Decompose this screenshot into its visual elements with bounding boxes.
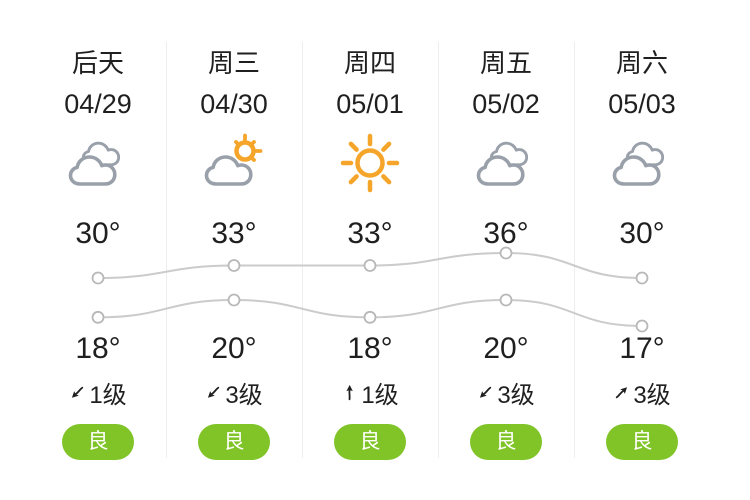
column-divider bbox=[302, 42, 303, 458]
wind-direction-arrow-icon bbox=[480, 386, 492, 398]
wind-direction-arrow-icon bbox=[72, 386, 84, 398]
wind-info: 3级 bbox=[205, 375, 263, 410]
wind-direction-arrow-icon bbox=[346, 384, 354, 400]
high-temp-label: 30° bbox=[619, 217, 665, 250]
column-divider bbox=[574, 42, 575, 458]
tab-day-1[interactable]: 周三 bbox=[207, 47, 260, 78]
trend-line-high bbox=[97, 251, 643, 279]
high-temp-label: 36° bbox=[483, 217, 529, 250]
column-divider bbox=[438, 42, 439, 458]
chart-marker bbox=[363, 259, 377, 272]
wind-level-label: 3级 bbox=[497, 381, 535, 409]
low-temp-label: 18° bbox=[75, 332, 121, 365]
wind-level-label: 3级 bbox=[225, 381, 263, 409]
aqi-badge[interactable]: 良 bbox=[606, 424, 678, 460]
cloudy-icon bbox=[66, 131, 130, 195]
wind-info: 3级 bbox=[613, 375, 671, 410]
wind-row: 1级 3级 1级 3级 3级 bbox=[30, 375, 710, 410]
chart-marker bbox=[227, 259, 241, 272]
low-temp-label: 17° bbox=[619, 332, 665, 365]
tab-day-3[interactable]: 周五 bbox=[479, 47, 532, 78]
partly-cloudy-icon bbox=[202, 131, 266, 195]
sunny-icon bbox=[338, 131, 402, 195]
tab-day-4[interactable]: 周六 bbox=[615, 47, 668, 78]
date-label: 05/02 bbox=[472, 88, 540, 119]
chart-marker bbox=[635, 319, 649, 333]
high-temp-label: 33° bbox=[347, 217, 393, 250]
cloudy-icon bbox=[610, 131, 674, 195]
wind-info: 1级 bbox=[69, 375, 127, 410]
aqi-badge[interactable]: 良 bbox=[334, 424, 406, 460]
high-temp-label: 30° bbox=[75, 217, 121, 250]
chart-marker bbox=[91, 271, 105, 285]
aqi-badge[interactable]: 良 bbox=[470, 424, 542, 460]
aqi-row: 良 良 良 良 良 bbox=[30, 424, 710, 460]
low-temp-label: 20° bbox=[483, 332, 529, 365]
day-row: 后天 周三 周四 周五 周六 bbox=[30, 44, 710, 78]
high-temp-row: 30° 33° 33° 36° 30° bbox=[30, 217, 710, 251]
chart-marker bbox=[227, 293, 241, 307]
tab-day-2[interactable]: 周四 bbox=[343, 47, 396, 78]
column-divider bbox=[166, 42, 167, 458]
high-temp-label: 33° bbox=[211, 217, 257, 250]
wind-direction-arrow-icon bbox=[616, 386, 628, 398]
wind-level-label: 3级 bbox=[633, 381, 671, 409]
low-temp-row: 18° 20° 18° 20° 17° bbox=[30, 332, 710, 366]
low-temp-label: 20° bbox=[211, 332, 257, 365]
aqi-badge[interactable]: 良 bbox=[62, 424, 134, 460]
date-label: 04/30 bbox=[200, 88, 268, 119]
date-row: 04/29 04/30 05/01 05/02 05/03 bbox=[30, 87, 710, 121]
date-label: 05/03 bbox=[608, 88, 676, 119]
trend-line-low bbox=[97, 298, 643, 327]
date-label: 05/01 bbox=[336, 88, 404, 119]
chart-marker bbox=[635, 271, 649, 285]
date-label: 04/29 bbox=[64, 88, 132, 119]
wind-info: 3级 bbox=[477, 375, 535, 410]
condition-icon-row bbox=[30, 130, 710, 196]
wind-level-label: 1级 bbox=[361, 381, 399, 409]
wind-level-label: 1级 bbox=[89, 381, 127, 409]
chart-marker bbox=[363, 310, 377, 324]
wind-info: 1级 bbox=[341, 375, 399, 410]
tab-day-0[interactable]: 后天 bbox=[71, 47, 124, 78]
cloudy-icon bbox=[474, 131, 538, 195]
aqi-badge[interactable]: 良 bbox=[198, 424, 270, 460]
chart-marker bbox=[91, 310, 105, 324]
wind-direction-arrow-icon bbox=[208, 386, 220, 398]
chart-marker bbox=[499, 293, 513, 307]
low-temp-label: 18° bbox=[347, 332, 393, 365]
